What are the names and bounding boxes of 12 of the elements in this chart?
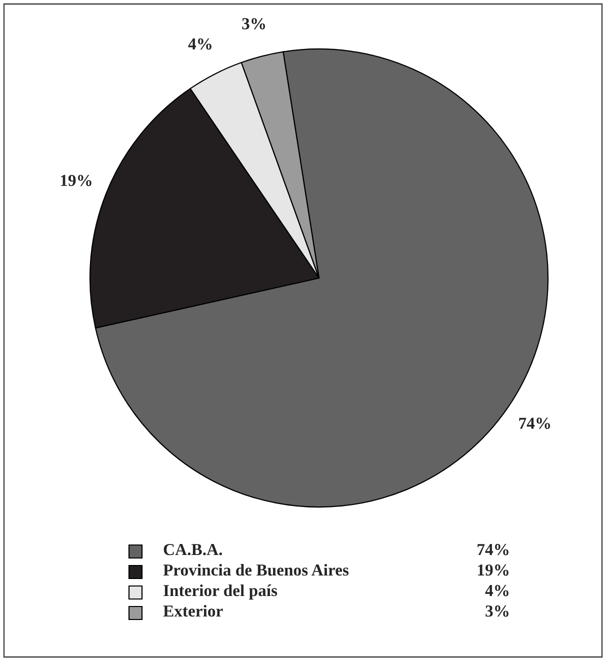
data-label: 19%	[60, 174, 92, 186]
legend-label: Provincia de Buenos Aires	[163, 564, 349, 576]
legend-label: CA.B.A.	[164, 544, 222, 556]
text: 4%	[485, 584, 508, 596]
text: 74%	[478, 544, 508, 556]
legend-label: Interior del país	[164, 584, 278, 600]
text: 3%	[486, 605, 508, 617]
legend-label: Exterior	[163, 604, 223, 617]
data-label: 74%	[519, 418, 550, 429]
data-label: 3%	[242, 18, 266, 30]
text: 19%	[478, 564, 508, 576]
data-label: 4%	[188, 38, 212, 50]
